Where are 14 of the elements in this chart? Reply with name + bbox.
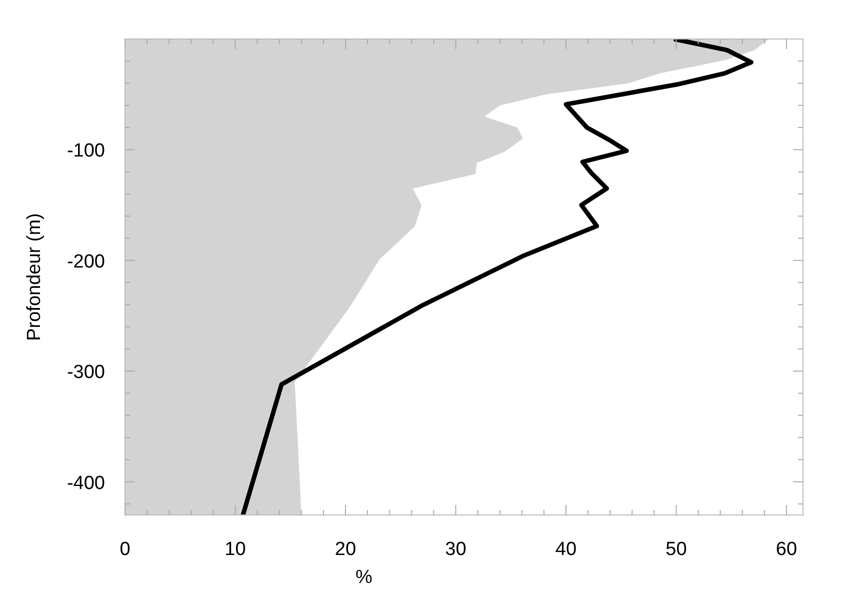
x-tick-label: 20	[334, 539, 356, 560]
y-tick-label: -100	[66, 140, 105, 162]
x-tick-label: 50	[666, 539, 687, 560]
y-tick-label: -400	[66, 472, 105, 494]
y-tick-label: -200	[66, 251, 105, 272]
x-axis-title: %	[356, 567, 373, 588]
x-tick-label: 0	[120, 539, 130, 560]
x-tick-label: 60	[776, 539, 798, 560]
y-axis-title: Profondeur (m)	[24, 213, 45, 341]
x-tick-label: 10	[224, 539, 246, 560]
x-tick-label: 40	[555, 539, 577, 560]
y-tick-label: -300	[66, 362, 105, 384]
x-tick-label: 30	[445, 539, 466, 560]
line-series	[240, 39, 754, 515]
